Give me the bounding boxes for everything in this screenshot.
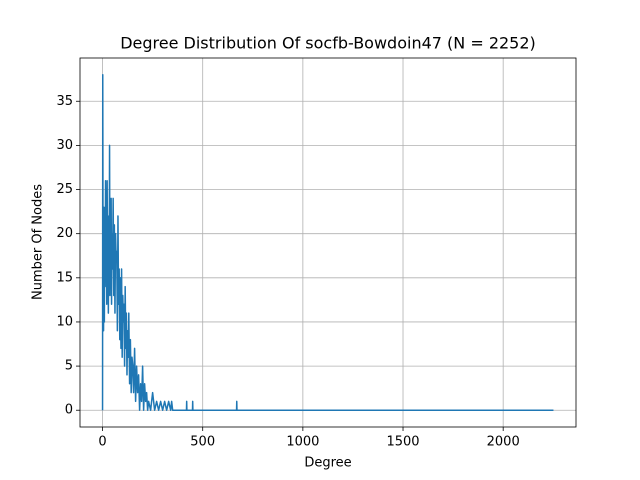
y-tick-label: 5 [65, 359, 73, 374]
axes-frame [79, 57, 577, 428]
x-tick-label: 1500 [386, 435, 419, 450]
y-tick-label: 35 [56, 94, 73, 109]
x-axis-label: Degree [304, 456, 351, 471]
y-tick-label: 15 [56, 270, 73, 285]
x-tick-label: 1000 [286, 435, 319, 450]
y-tick-label: 20 [56, 226, 73, 241]
x-tick-label: 2000 [487, 435, 520, 450]
data-line [101, 74, 554, 411]
y-tick-label: 0 [65, 403, 73, 418]
y-tick-label: 25 [56, 182, 73, 197]
y-tick-label: 10 [56, 314, 73, 329]
x-tick-label: 0 [98, 435, 106, 450]
y-tick-label: 30 [56, 138, 73, 153]
x-tick-label: 500 [190, 435, 215, 450]
chart-title: Degree Distribution Of socfb-Bowdoin47 (… [120, 34, 536, 53]
y-axis-label: Number Of Nodes [31, 184, 46, 300]
